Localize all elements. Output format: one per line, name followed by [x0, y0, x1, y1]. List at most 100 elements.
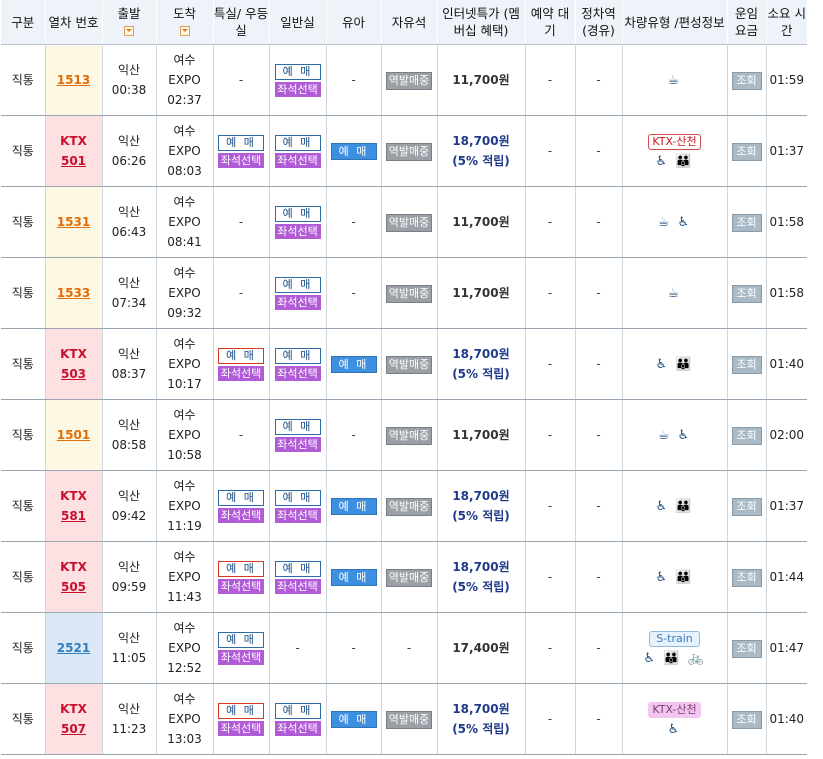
- depart-cell: 익산 09:42: [102, 470, 157, 542]
- seat-select-button[interactable]: 좌석선택: [274, 508, 321, 523]
- sort-icon[interactable]: [179, 26, 190, 36]
- infant-cell: -: [326, 44, 382, 116]
- reserve-button[interactable]: 예 매: [218, 490, 264, 506]
- reserve-wait-text: -: [547, 428, 553, 442]
- reserve-wait-cell: -: [525, 399, 576, 471]
- free-seat-cell: 역발매중: [381, 44, 438, 116]
- amenity-icons: ♿ 👪 🚲: [643, 651, 706, 666]
- seat-select-button[interactable]: 좌석선택: [274, 437, 321, 452]
- header-depart-label: 출발: [117, 6, 141, 21]
- price-cell: 18,700원 (5% 적립): [437, 683, 526, 755]
- duration-text: 01:58: [769, 286, 805, 300]
- infant-reserve-button[interactable]: 예 매: [330, 569, 377, 586]
- fare-view-button[interactable]: 조회: [731, 711, 762, 729]
- seat-select-button[interactable]: 좌석선택: [218, 153, 264, 168]
- reserve-button[interactable]: 예 매: [274, 135, 321, 151]
- seat-select-button[interactable]: 좌석선택: [274, 82, 321, 97]
- train-number-link[interactable]: 503: [60, 367, 87, 381]
- price-note: (5% 적립): [452, 722, 510, 736]
- train-number-link[interactable]: 1531: [56, 215, 91, 229]
- duration-cell: 01:37: [766, 115, 807, 187]
- empty-dash: -: [238, 286, 244, 300]
- reserve-button[interactable]: 예 매: [274, 277, 321, 293]
- train-number-link[interactable]: 501: [60, 154, 87, 168]
- price-text: 18,700원: [452, 134, 510, 148]
- infant-reserve-button[interactable]: 예 매: [330, 143, 377, 160]
- seat-select-button[interactable]: 좌석선택: [274, 153, 321, 168]
- arrive-cell: 여수 EXPO 10:17: [156, 328, 214, 400]
- header-stop-station: 정차역 (경유): [575, 0, 623, 45]
- train-number-link[interactable]: 2521: [56, 641, 91, 655]
- empty-dash: -: [238, 73, 244, 87]
- reserve-button[interactable]: 예 매: [274, 490, 321, 506]
- reserve-button[interactable]: 예 매: [218, 135, 264, 151]
- reserve-button[interactable]: 예 매: [218, 703, 264, 719]
- train-number-link[interactable]: 507: [60, 722, 87, 736]
- depart-time: 06:43: [111, 225, 147, 239]
- reserve-button[interactable]: 예 매: [274, 419, 321, 435]
- seat-select-button[interactable]: 좌석선택: [274, 224, 321, 239]
- seat-select-button[interactable]: 좌석선택: [218, 650, 264, 665]
- fare-view-button[interactable]: 조회: [731, 498, 762, 516]
- infant-cell: -: [326, 257, 382, 329]
- seat-select-button[interactable]: 좌석선택: [218, 508, 264, 523]
- price-text: 18,700원: [452, 702, 510, 716]
- fare-view-button[interactable]: 조회: [731, 427, 762, 445]
- reserve-button[interactable]: 예 매: [274, 64, 321, 80]
- fare-view-button[interactable]: 조회: [731, 569, 762, 587]
- train-no-cell: 1501: [45, 399, 103, 471]
- infant-reserve-button[interactable]: 예 매: [330, 711, 377, 728]
- stop-station-text: -: [596, 144, 601, 158]
- seat-select-button[interactable]: 좌석선택: [274, 721, 321, 736]
- infant-reserve-button[interactable]: 예 매: [330, 356, 377, 373]
- table-row: 직통 KTX 505 익산 09:59 여수 EXPO 11:43 예 매 좌석선택 예 매 좌석선택…: [1, 541, 807, 613]
- sort-icon[interactable]: [124, 26, 134, 36]
- reserve-button[interactable]: 예 매: [274, 703, 321, 719]
- general-cell: -: [269, 612, 327, 684]
- fare-view-button[interactable]: 조회: [731, 285, 762, 303]
- seat-select-button[interactable]: 좌석선택: [274, 366, 321, 381]
- amenity-icons: ☕: [667, 73, 682, 88]
- train-number-link[interactable]: 581: [60, 509, 87, 523]
- train-number-link[interactable]: 505: [60, 580, 87, 594]
- arrive-station-sub: EXPO: [168, 428, 201, 442]
- depart-time: 08:58: [111, 438, 147, 452]
- header-arrive[interactable]: 도착: [156, 0, 214, 45]
- onsite-sale-badge: 역발매중: [386, 498, 432, 516]
- reserve-button[interactable]: 예 매: [274, 561, 321, 577]
- reserve-button[interactable]: 예 매: [218, 561, 264, 577]
- train-number-link[interactable]: 1513: [56, 73, 91, 87]
- reserve-button[interactable]: 예 매: [274, 348, 321, 364]
- price-note: (5% 적립): [452, 367, 510, 381]
- fare-view-button[interactable]: 조회: [731, 143, 762, 161]
- type-text: 직통: [11, 428, 34, 442]
- reserve-wait-text: -: [547, 712, 553, 726]
- reserve-button[interactable]: 예 매: [274, 206, 321, 222]
- arrive-station: 여수: [173, 124, 196, 138]
- infant-reserve-button[interactable]: 예 매: [330, 498, 377, 515]
- seat-select-button[interactable]: 좌석선택: [274, 295, 321, 310]
- fare-view-button[interactable]: 조회: [731, 72, 762, 90]
- depart-station: 익산: [117, 702, 141, 716]
- depart-cell: 익산 08:37: [102, 328, 157, 400]
- stop-station-text: -: [596, 73, 601, 87]
- fare-view-button[interactable]: 조회: [731, 356, 762, 374]
- car-type-cell: KTX-산천 ♿: [622, 683, 728, 755]
- arrive-time: 08:03: [167, 164, 202, 178]
- seat-select-button[interactable]: 좌석선택: [218, 366, 264, 381]
- fare-view-button[interactable]: 조회: [731, 640, 762, 658]
- seat-select-button[interactable]: 좌석선택: [218, 721, 264, 736]
- seat-select-button[interactable]: 좌석선택: [218, 579, 264, 594]
- header-internet-special: 인터넷특가 (멤버십 혜택): [437, 0, 526, 45]
- reserve-button[interactable]: 예 매: [218, 348, 264, 364]
- reserve-button[interactable]: 예 매: [218, 632, 264, 648]
- fare-view-button[interactable]: 조회: [731, 214, 762, 232]
- price-cell: 17,400원: [437, 612, 526, 684]
- train-number-link[interactable]: 1501: [56, 428, 91, 442]
- train-number-link[interactable]: 1533: [56, 286, 91, 300]
- seat-select-button[interactable]: 좌석선택: [274, 579, 321, 594]
- header-depart[interactable]: 출발: [102, 0, 157, 45]
